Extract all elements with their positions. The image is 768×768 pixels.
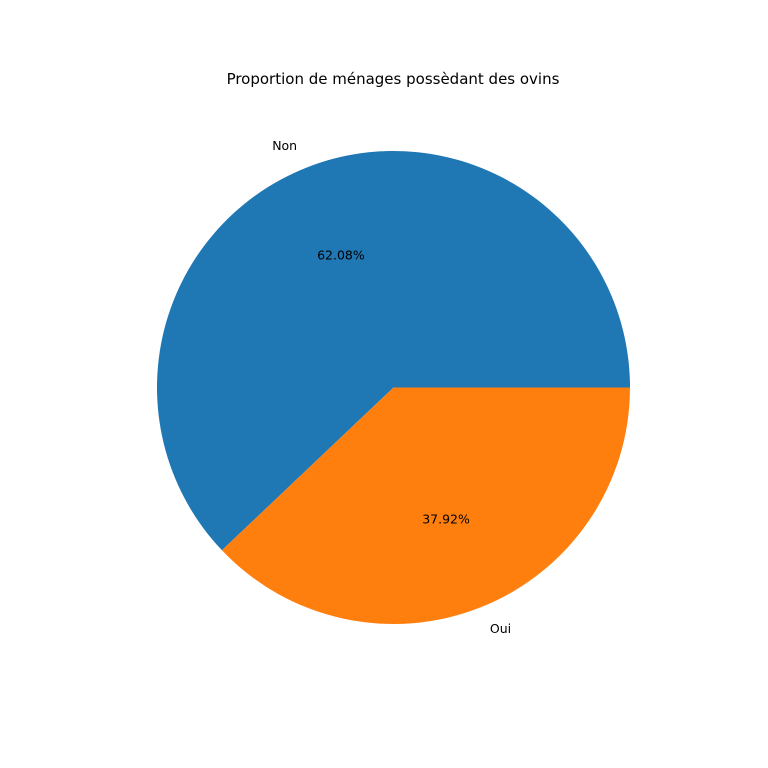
pie-slices — [156, 150, 631, 624]
pie-slice-oui — [221, 387, 631, 624]
pie-labels: Non 62.08% Oui 37.92% — [272, 138, 511, 636]
slice-pct-label-non: 62.08% — [317, 248, 365, 263]
chart-title: Proportion de ménages possèdant des ovin… — [227, 70, 560, 88]
slice-pct-label-oui: 37.92% — [422, 511, 470, 526]
slice-label-oui: Oui — [490, 621, 511, 636]
slice-label-non: Non — [272, 138, 297, 153]
pie-slice-non — [156, 150, 630, 551]
